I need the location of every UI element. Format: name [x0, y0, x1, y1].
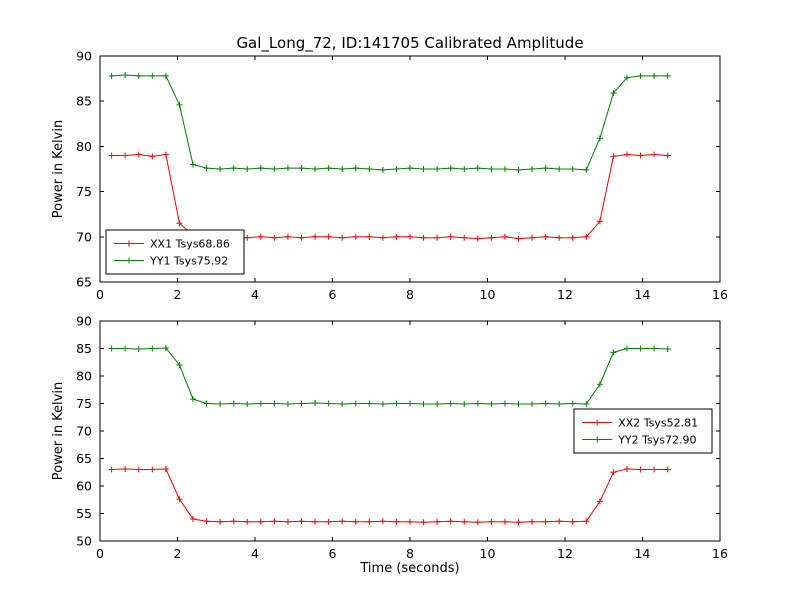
y-tick-label: 65	[76, 275, 92, 290]
y-tick-label: 55	[76, 506, 92, 521]
x-axis-label: Time (seconds)	[359, 561, 459, 576]
legend-marker-sample	[126, 257, 132, 264]
x-tick-label: 16	[712, 546, 728, 561]
legend: XX2 Tsys52.81 YY2 Tsys72.90	[573, 408, 713, 454]
x-tick-label: 10	[480, 546, 496, 561]
x-tick-label: 4	[251, 546, 259, 561]
x-tick-label: 0	[96, 287, 104, 302]
y-tick-label: 85	[76, 341, 92, 356]
y-tick-label: 75	[76, 184, 92, 199]
x-tick-label: 2	[174, 287, 182, 302]
x-tick-label: 14	[635, 287, 651, 302]
y-tick-label: 60	[76, 479, 92, 494]
x-tick-label: 6	[329, 546, 337, 561]
y-tick-label: 50	[76, 534, 92, 549]
series-markers	[108, 344, 671, 408]
y-tick-label: 85	[76, 94, 92, 109]
x-tick-label: 12	[557, 287, 573, 302]
series-line	[111, 347, 668, 405]
y-tick-label: 70	[76, 424, 92, 439]
series-line	[111, 153, 668, 240]
x-tick-label: 12	[557, 546, 573, 561]
y-tick-label: 65	[76, 451, 92, 466]
x-tick-label: 14	[635, 546, 651, 561]
x-tick-label: 0	[96, 546, 104, 561]
y-tick-label: 80	[76, 139, 92, 154]
series-line	[111, 468, 668, 523]
series-markers	[108, 465, 671, 526]
legend: XX1 Tsys68.86 YY1 Tsys75.92	[105, 229, 245, 275]
legend-marker-sample	[594, 436, 601, 443]
x-tick-label: 8	[406, 287, 414, 302]
x-tick-label: 4	[251, 287, 259, 302]
legend-marker-sample	[594, 419, 601, 426]
y-axis-label: Power in Kelvin	[51, 382, 66, 480]
y-tick-label: 90	[76, 314, 92, 329]
legend-marker-sample	[126, 240, 132, 247]
x-tick-label: 10	[480, 287, 496, 302]
x-tick-label: 16	[712, 287, 728, 302]
legend-label: YY2 Tsys72.90	[617, 434, 696, 447]
y-axis-label: Power in Kelvin	[51, 120, 66, 218]
subplot-1: 0 2 4 6 8 10 12 14 16 65 70 75 80 85 90 Power in Kelvin…	[51, 49, 728, 303]
figure-title: Gal_Long_72, ID:141705 Calibrated Amplit…	[236, 34, 583, 53]
y-tick-label: 80	[76, 369, 92, 384]
subplot-2: 0 2 4 6 8 10 12 14 16 50 55 60 65 70 75 80 85 90 Power in …	[51, 314, 728, 562]
series-xx2	[108, 465, 671, 526]
legend-box	[573, 408, 713, 454]
y-tick-label: 70	[76, 229, 92, 244]
legend-box	[105, 229, 245, 275]
x-tick-label: 8	[406, 546, 414, 561]
x-tick-label: 2	[174, 546, 182, 561]
y-tick-label: 75	[76, 396, 92, 411]
series-line	[111, 74, 668, 171]
legend-label: XX2 Tsys52.81	[618, 417, 698, 430]
legend-label: XX1 Tsys68.86	[150, 238, 230, 251]
series-yy2	[108, 344, 671, 408]
x-tick-label: 6	[329, 287, 337, 302]
series-markers	[108, 71, 671, 173]
legend-label: YY1 Tsys75.92	[149, 255, 228, 268]
series-yy1	[108, 71, 671, 173]
y-tick-label: 90	[76, 49, 92, 64]
